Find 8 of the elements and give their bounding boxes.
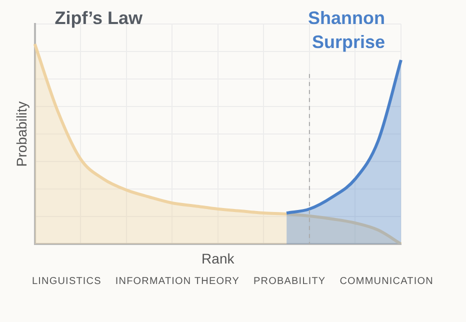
x-axis-title: Rank — [202, 250, 236, 266]
series-label: Zipf’s Law — [54, 8, 144, 28]
text: INFORMATION THEORY — [115, 276, 240, 287]
series-label: Shannon Surprise — [308, 8, 385, 52]
text: PROBABILITY — [254, 276, 326, 287]
text: LINGUISTICS — [32, 276, 102, 287]
y-axis-title: Probability — [13, 101, 30, 167]
text: COMMUNICATION — [340, 276, 434, 287]
